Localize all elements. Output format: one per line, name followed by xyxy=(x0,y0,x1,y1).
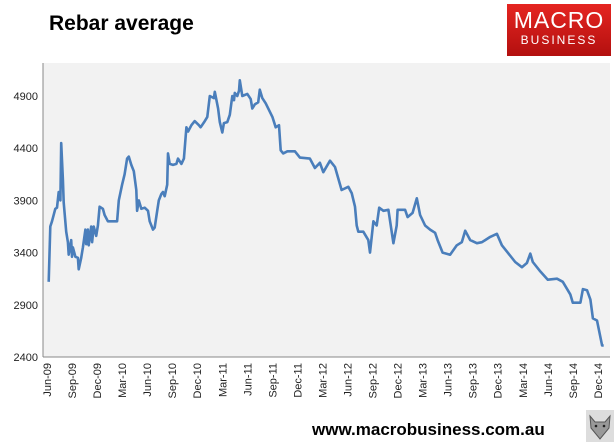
x-tick-label: Sep-11 xyxy=(267,363,279,398)
y-tick-label: 2400 xyxy=(14,352,38,364)
x-tick-label: Jun-09 xyxy=(42,363,54,397)
y-tick-label: 4900 xyxy=(14,91,38,103)
plot-area xyxy=(43,63,610,357)
x-tick-label: Mar-12 xyxy=(317,363,329,398)
x-tick-label: Jun-14 xyxy=(543,363,555,397)
x-tick-label: Dec-13 xyxy=(493,363,505,398)
y-tick-label: 3900 xyxy=(14,195,38,207)
y-tick-label: 2900 xyxy=(14,300,38,312)
y-tick-label: 4400 xyxy=(14,143,38,155)
series-line-rebar-average xyxy=(47,79,604,347)
chart-title: Rebar average xyxy=(49,12,194,35)
x-tick-label: Sep-14 xyxy=(568,363,580,398)
x-tick-label: Mar-14 xyxy=(518,363,530,398)
x-tick-label: Sep-12 xyxy=(368,363,380,398)
x-axis: Jun-09 Sep-09 Dec-09 Mar-10 Jun-10 Sep-10 Dec-… xyxy=(42,363,605,398)
y-tick-label: 3400 xyxy=(14,248,38,260)
x-tick-label: Dec-11 xyxy=(292,363,304,398)
x-tick-label: Mar-10 xyxy=(117,363,129,398)
x-tick-label: Sep-09 xyxy=(67,363,79,398)
x-tick-label: Dec-09 xyxy=(92,363,104,398)
x-tick-label: Dec-12 xyxy=(393,363,405,398)
x-tick-label: Mar-11 xyxy=(217,363,229,397)
x-tick-label: Dec-14 xyxy=(593,363,605,398)
footer-url: www.macrobusiness.com.au xyxy=(312,420,545,439)
x-tick-label: Jun-12 xyxy=(342,363,354,397)
x-tick-label: Dec-10 xyxy=(192,363,204,398)
logo-line1: MACRO xyxy=(513,7,605,33)
x-tick-label: Jun-13 xyxy=(443,363,455,397)
x-tick-label: Sep-10 xyxy=(167,363,179,398)
x-tick-label: Jun-10 xyxy=(142,363,154,397)
macrobusiness-logo: MACRO BUSINESS xyxy=(507,4,611,56)
x-tick-label: Sep-13 xyxy=(468,363,480,398)
logo-line2: BUSINESS xyxy=(520,33,598,47)
y-axis: 2400 2900 3400 3900 4400 4900 xyxy=(14,91,38,364)
x-tick-label: Mar-13 xyxy=(418,363,430,398)
wolf-icon xyxy=(586,410,614,442)
x-tick-label: Jun-11 xyxy=(242,363,254,396)
